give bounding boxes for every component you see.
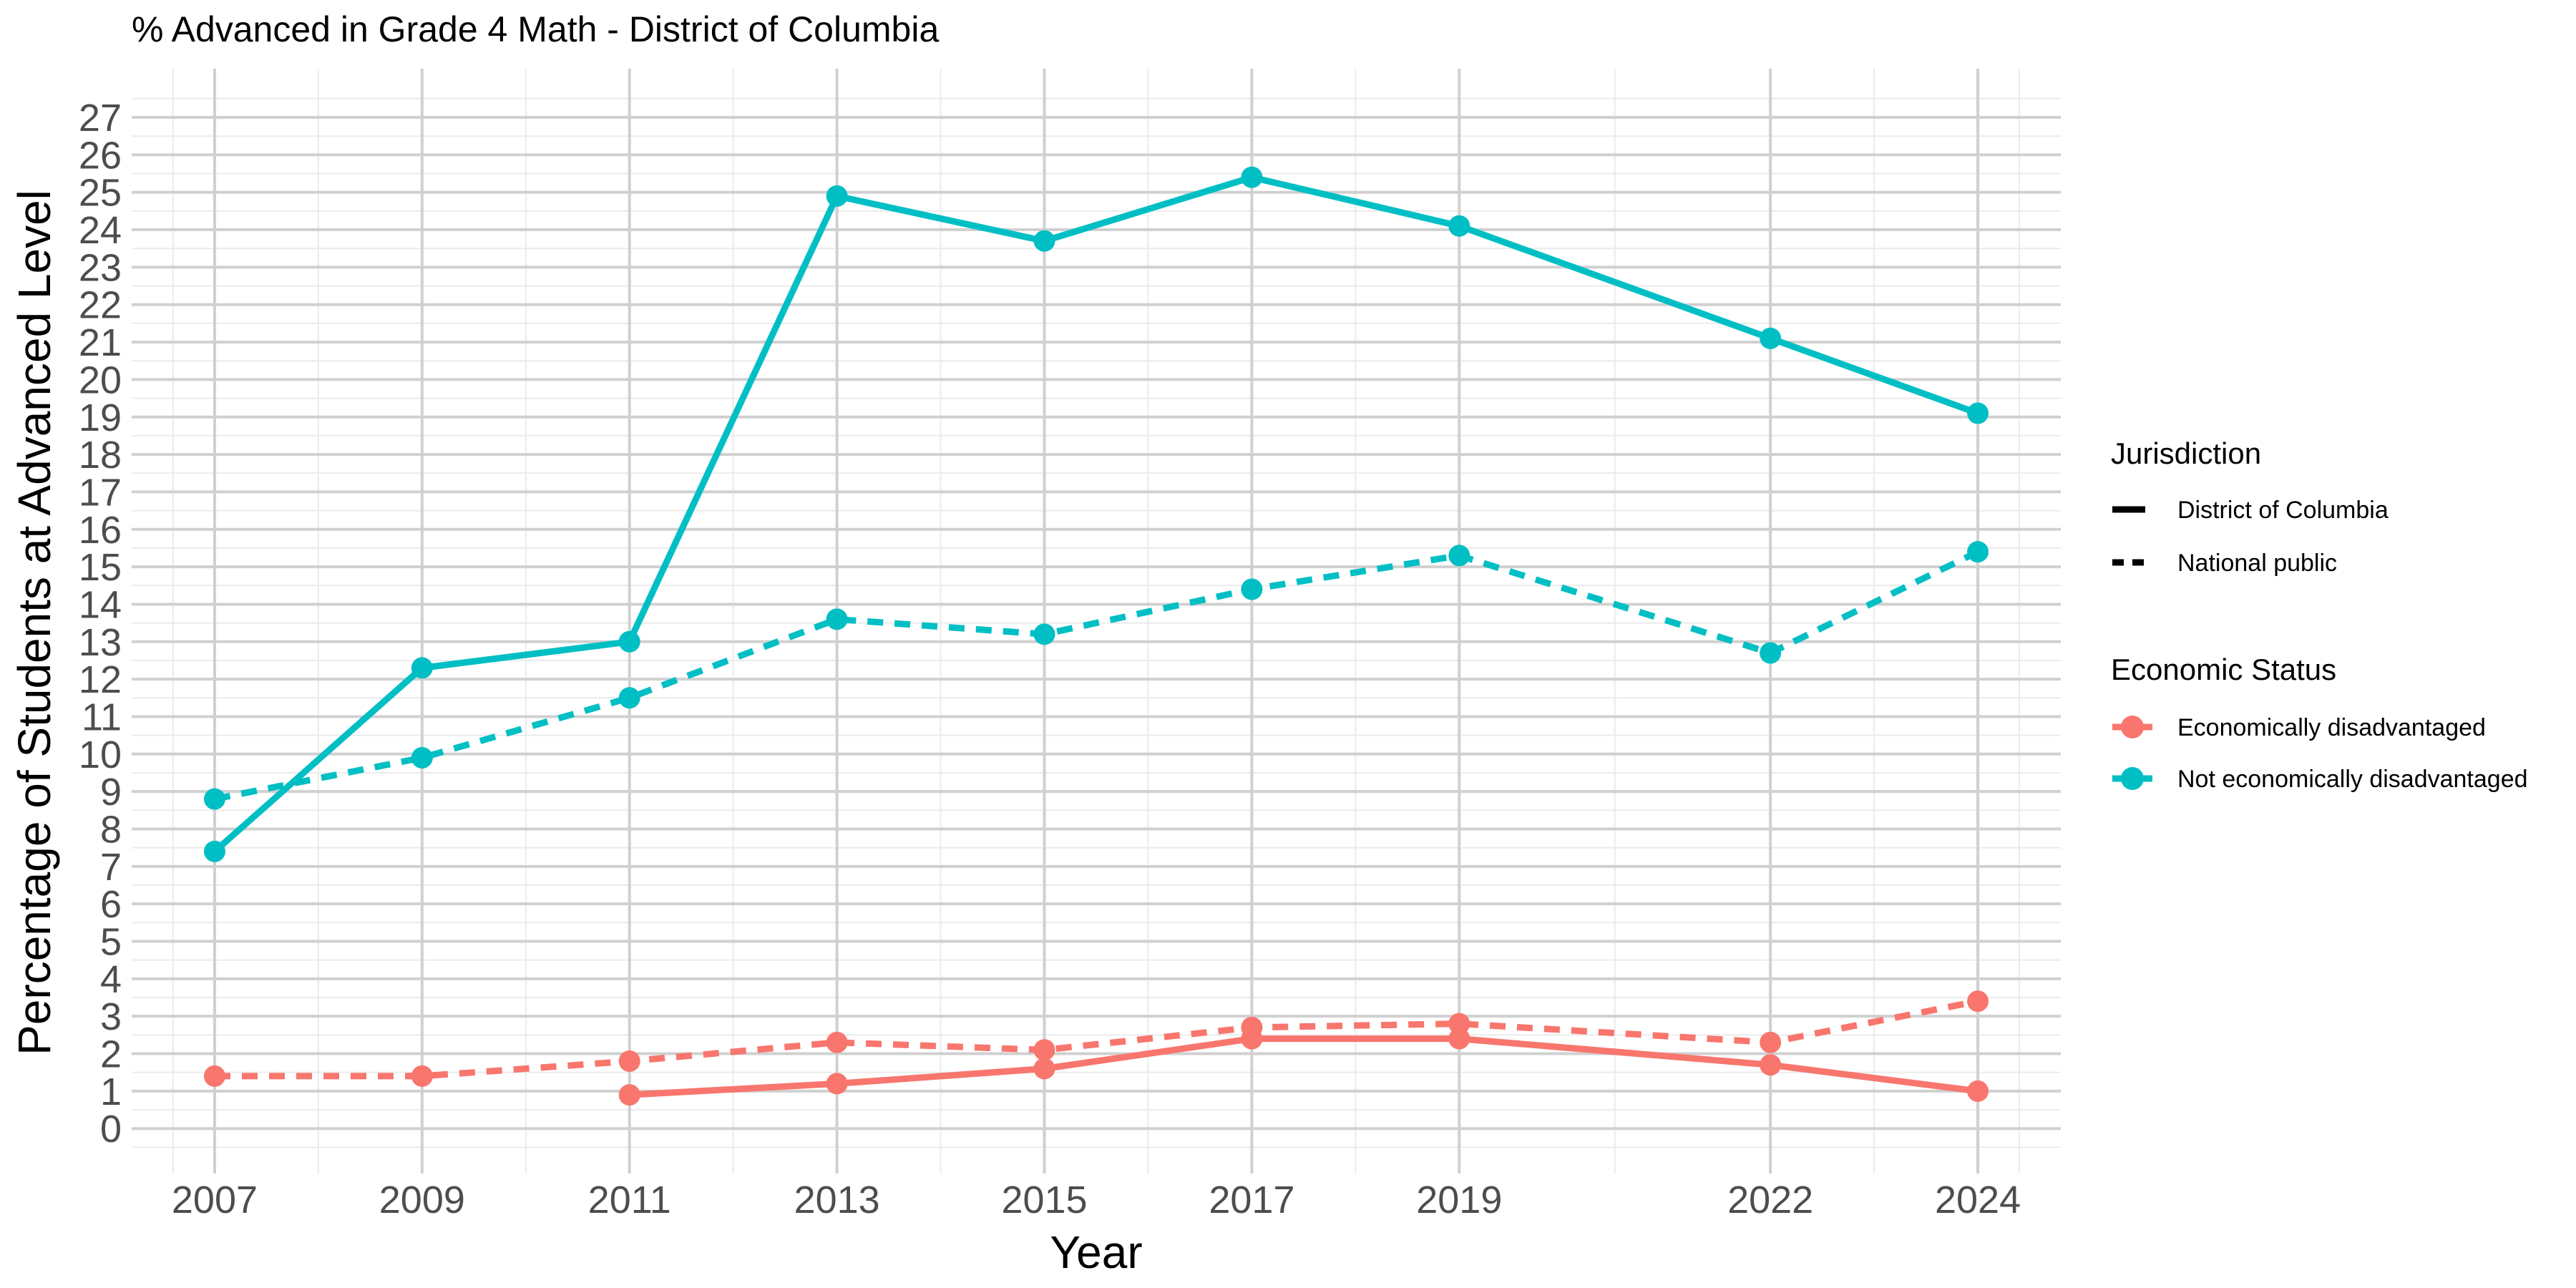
data-point-national-public-economically-disadvantaged	[1967, 990, 1989, 1013]
y-tick-label: 26	[79, 134, 122, 177]
y-tick-label: 27	[79, 97, 122, 140]
data-point-national-public-not-economically-disadvantaged	[411, 747, 433, 769]
x-tick-label: 2007	[172, 1179, 258, 1221]
data-point-district-of-columbia-not-economically-disadvantaged	[411, 657, 433, 679]
data-point-national-public-economically-disadvantaged	[1241, 1016, 1263, 1038]
data-point-national-public-not-economically-disadvantaged	[1033, 623, 1055, 645]
data-point-district-of-columbia-not-economically-disadvantaged	[1967, 402, 1989, 424]
y-tick-label: 21	[79, 321, 122, 364]
data-point-national-public-not-economically-disadvantaged	[826, 608, 848, 630]
x-tick-label: 2009	[379, 1179, 465, 1221]
legend-item-district-of-columbia: District of Columbia	[2177, 497, 2389, 524]
y-tick-label: 4	[100, 958, 122, 1001]
y-tick-label: 14	[79, 583, 122, 626]
data-point-district-of-columbia-economically-disadvantaged	[1033, 1058, 1055, 1080]
data-point-national-public-not-economically-disadvantaged	[1448, 545, 1470, 567]
x-tick-label: 2017	[1209, 1179, 1294, 1221]
y-axis-title: Percentage of Students at Advanced Level	[9, 190, 60, 1055]
chart-title: % Advanced in Grade 4 Math - District of…	[132, 9, 940, 49]
data-point-national-public-not-economically-disadvantaged	[1241, 578, 1263, 600]
legend-economic-status: Economic Status Economically disadvantag…	[2111, 653, 2528, 793]
data-point-district-of-columbia-not-economically-disadvantaged	[1033, 230, 1055, 252]
y-tick-label: 10	[79, 733, 122, 776]
y-tick-label: 9	[100, 771, 122, 814]
data-point-national-public-economically-disadvantaged	[826, 1031, 848, 1053]
y-tick-label: 24	[79, 209, 122, 252]
x-tick-label: 2019	[1416, 1179, 1502, 1221]
y-tick-label: 13	[79, 621, 122, 664]
data-point-district-of-columbia-not-economically-disadvantaged	[618, 630, 640, 653]
legend-item-national-public: National public	[2177, 550, 2337, 577]
y-tick-label: 23	[79, 246, 122, 289]
data-point-district-of-columbia-not-economically-disadvantaged	[1241, 166, 1263, 188]
legend-item-not-economically-disadvantaged: Not economically disadvantaged	[2177, 766, 2528, 793]
data-point-district-of-columbia-not-economically-disadvantaged	[1448, 215, 1470, 237]
y-tick-label: 5	[100, 920, 122, 963]
x-tick-label: 2011	[588, 1179, 671, 1221]
y-tick-label: 12	[79, 658, 122, 701]
series-line-district-of-columbia-not-economically-disadvantaged	[213, 174, 1979, 854]
y-tick-label: 15	[79, 546, 122, 589]
x-axis-title: Year	[1050, 1226, 1142, 1278]
data-point-national-public-economically-disadvantaged	[1033, 1039, 1055, 1061]
y-tick-label: 6	[100, 883, 122, 926]
data-point-national-public-not-economically-disadvantaged	[203, 788, 225, 810]
y-tick-label: 22	[79, 284, 122, 327]
y-tick-label: 8	[100, 808, 122, 851]
legend-jurisdiction-title: Jurisdiction	[2111, 436, 2261, 470]
data-point-district-of-columbia-economically-disadvantaged	[1760, 1054, 1782, 1076]
series-line-national-public-not-economically-disadvantaged	[214, 549, 1979, 803]
y-tick-label: 11	[82, 696, 122, 738]
data-point-national-public-economically-disadvantaged	[1448, 1013, 1470, 1035]
y-tick-label: 25	[79, 172, 122, 215]
y-tick-label: 16	[79, 509, 122, 552]
minor-gridlines	[132, 69, 2061, 1174]
data-point-national-public-not-economically-disadvantaged	[1760, 642, 1782, 664]
y-tick-label: 2	[100, 1033, 122, 1076]
legend-not-econ-disadvantaged-point-key	[2121, 767, 2144, 790]
series-lines	[213, 174, 1979, 1098]
y-tick-label: 1	[100, 1070, 122, 1113]
data-point-national-public-economically-disadvantaged	[411, 1065, 433, 1087]
data-point-district-of-columbia-not-economically-disadvantaged	[203, 840, 225, 862]
legend-jurisdiction: Jurisdiction District of Columbia Nation…	[2111, 436, 2389, 577]
data-point-district-of-columbia-economically-disadvantaged	[1448, 1028, 1470, 1050]
series-line-national-public-economically-disadvantaged	[215, 997, 1979, 1080]
data-point-national-public-economically-disadvantaged	[1760, 1031, 1782, 1053]
data-point-national-public-not-economically-disadvantaged	[1967, 541, 1989, 563]
x-tick-label: 2015	[1001, 1179, 1087, 1221]
x-tick-label: 2024	[1935, 1179, 2021, 1221]
data-point-national-public-economically-disadvantaged	[203, 1065, 225, 1087]
legend-item-economically-disadvantaged: Economically disadvantaged	[2177, 714, 2486, 741]
y-tick-label: 20	[79, 358, 122, 401]
data-point-national-public-economically-disadvantaged	[618, 1050, 640, 1072]
y-axis-tick-labels: 0123456789101112131415161718192021222324…	[79, 97, 122, 1151]
data-point-district-of-columbia-economically-disadvantaged	[1967, 1080, 1989, 1102]
data-point-district-of-columbia-economically-disadvantaged	[826, 1073, 848, 1095]
series-points	[203, 166, 1989, 1106]
y-tick-label: 3	[100, 995, 122, 1038]
x-tick-label: 2013	[794, 1179, 880, 1221]
legend-economic-status-title: Economic Status	[2111, 653, 2336, 686]
y-tick-label: 0	[100, 1108, 122, 1151]
x-tick-label: 2022	[1727, 1179, 1813, 1221]
data-point-district-of-columbia-not-economically-disadvantaged	[826, 185, 848, 207]
data-point-district-of-columbia-not-economically-disadvantaged	[1760, 327, 1782, 349]
y-tick-label: 17	[79, 471, 122, 514]
data-point-national-public-not-economically-disadvantaged	[618, 687, 640, 709]
data-point-district-of-columbia-economically-disadvantaged	[618, 1084, 640, 1106]
x-axis-tick-labels: 2007 2009 2011 2013 2015 2017 2019 2022 2024	[172, 1179, 2021, 1221]
major-gridlines	[132, 69, 2061, 1174]
y-tick-label: 18	[79, 434, 122, 477]
y-tick-label: 7	[100, 846, 122, 889]
y-tick-label: 19	[79, 396, 122, 439]
legend-econ-disadvantaged-point-key	[2121, 716, 2144, 738]
